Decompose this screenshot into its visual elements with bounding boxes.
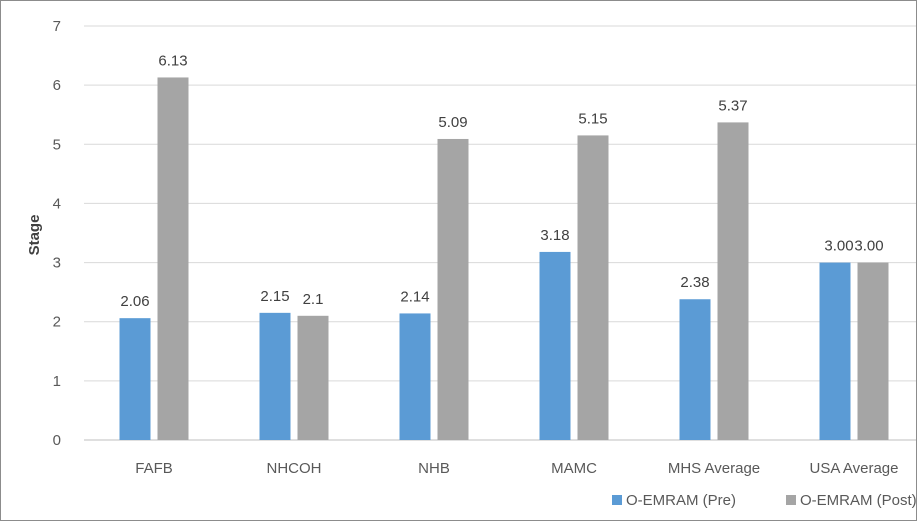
legend-swatch	[786, 495, 796, 505]
x-tick-label: USA Average	[810, 460, 899, 477]
bar-pre	[399, 313, 431, 440]
y-tick-label: 3	[53, 255, 61, 272]
data-label: 5.37	[718, 97, 747, 114]
y-tick-label: 7	[53, 18, 61, 35]
data-label: 3.00	[854, 238, 883, 255]
y-tick-label: 0	[53, 432, 61, 449]
bar-post	[297, 315, 329, 440]
legend: O-EMRAM (Pre) O-EMRAM (Post)	[612, 492, 916, 509]
y-tick-label: 5	[53, 136, 61, 153]
legend-label: O-EMRAM (Pre)	[626, 492, 736, 509]
data-label: 5.09	[438, 114, 467, 131]
gridlines	[84, 25, 916, 441]
data-label: 5.15	[578, 110, 607, 127]
legend-swatch	[612, 495, 622, 505]
x-tick-labels: FAFB NHCOH NHB MAMC MHS Average USA Average	[135, 460, 898, 477]
bar-pre	[539, 251, 571, 440]
data-label: 2.1	[303, 291, 324, 308]
data-label: 2.06	[120, 293, 149, 310]
bar-pre	[259, 312, 291, 440]
x-tick-label: NHB	[418, 460, 450, 477]
y-axis-label: Stage	[26, 215, 43, 256]
x-tick-label: MAMC	[551, 460, 597, 477]
y-tick-label: 1	[53, 373, 61, 390]
y-tick-label: 4	[53, 195, 61, 212]
x-tick-label: NHCOH	[267, 460, 322, 477]
bar-pre	[119, 318, 151, 440]
data-label: 6.13	[158, 52, 187, 69]
y-tick-labels: 0 1 2 3 4 5 6 7	[53, 18, 61, 449]
bar-post	[577, 135, 609, 440]
y-tick-label: 2	[53, 314, 61, 331]
bars	[119, 77, 889, 440]
bar-post	[157, 77, 189, 440]
data-label: 3.18	[540, 227, 569, 244]
bar-pre	[819, 262, 851, 440]
bar-post	[857, 262, 889, 440]
legend-label: O-EMRAM (Post)	[800, 492, 916, 509]
bar-post	[437, 138, 469, 440]
data-label: 2.15	[260, 288, 289, 305]
x-tick-label: MHS Average	[668, 460, 760, 477]
data-label: 2.14	[400, 288, 429, 305]
bar-post	[717, 122, 749, 440]
y-tick-label: 6	[53, 77, 61, 94]
x-tick-label: FAFB	[135, 460, 173, 477]
bar-pre	[679, 299, 711, 440]
data-labels: 2.06 6.13 2.15 2.1 2.14 5.09 3.18 5.15 2.38 5.37 3…	[120, 52, 883, 310]
data-label: 3.00	[824, 238, 853, 255]
data-label: 2.38	[680, 274, 709, 291]
